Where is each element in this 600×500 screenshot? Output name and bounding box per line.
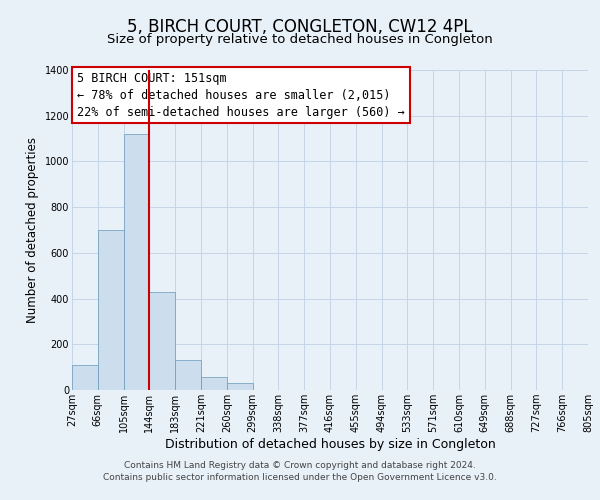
Bar bbox=[149, 292, 175, 390]
Text: Contains HM Land Registry data © Crown copyright and database right 2024.
Contai: Contains HM Land Registry data © Crown c… bbox=[103, 461, 497, 482]
Text: Size of property relative to detached houses in Congleton: Size of property relative to detached ho… bbox=[107, 32, 493, 46]
Text: 5 BIRCH COURT: 151sqm
← 78% of detached houses are smaller (2,015)
22% of semi-d: 5 BIRCH COURT: 151sqm ← 78% of detached … bbox=[77, 72, 405, 118]
Text: 5, BIRCH COURT, CONGLETON, CW12 4PL: 5, BIRCH COURT, CONGLETON, CW12 4PL bbox=[127, 18, 473, 36]
Bar bbox=[72, 365, 98, 390]
Bar bbox=[227, 383, 253, 390]
Bar bbox=[201, 377, 227, 390]
Y-axis label: Number of detached properties: Number of detached properties bbox=[26, 137, 39, 323]
Bar bbox=[124, 134, 149, 390]
X-axis label: Distribution of detached houses by size in Congleton: Distribution of detached houses by size … bbox=[164, 438, 496, 451]
Bar bbox=[175, 360, 201, 390]
Bar bbox=[98, 230, 124, 390]
